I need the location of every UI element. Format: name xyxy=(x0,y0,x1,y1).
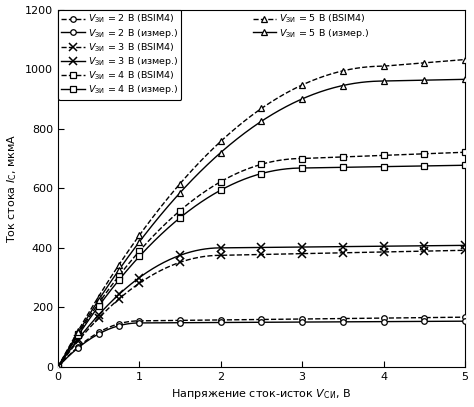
Legend: $V_{\mathsf{ЗИ}}$ = 5 В (BSIM4), $V_{\mathsf{ЗИ}}$ = 5 В (измер.): $V_{\mathsf{ЗИ}}$ = 5 В (BSIM4), $V_{\ma… xyxy=(249,9,373,43)
X-axis label: Напряжение сток-исток $V_\mathsf{СИ}$, В: Напряжение сток-исток $V_\mathsf{СИ}$, В xyxy=(172,387,352,401)
Y-axis label: Ток стока $I_\mathsf{С}$, мкмА: Ток стока $I_\mathsf{С}$, мкмА xyxy=(6,133,19,243)
